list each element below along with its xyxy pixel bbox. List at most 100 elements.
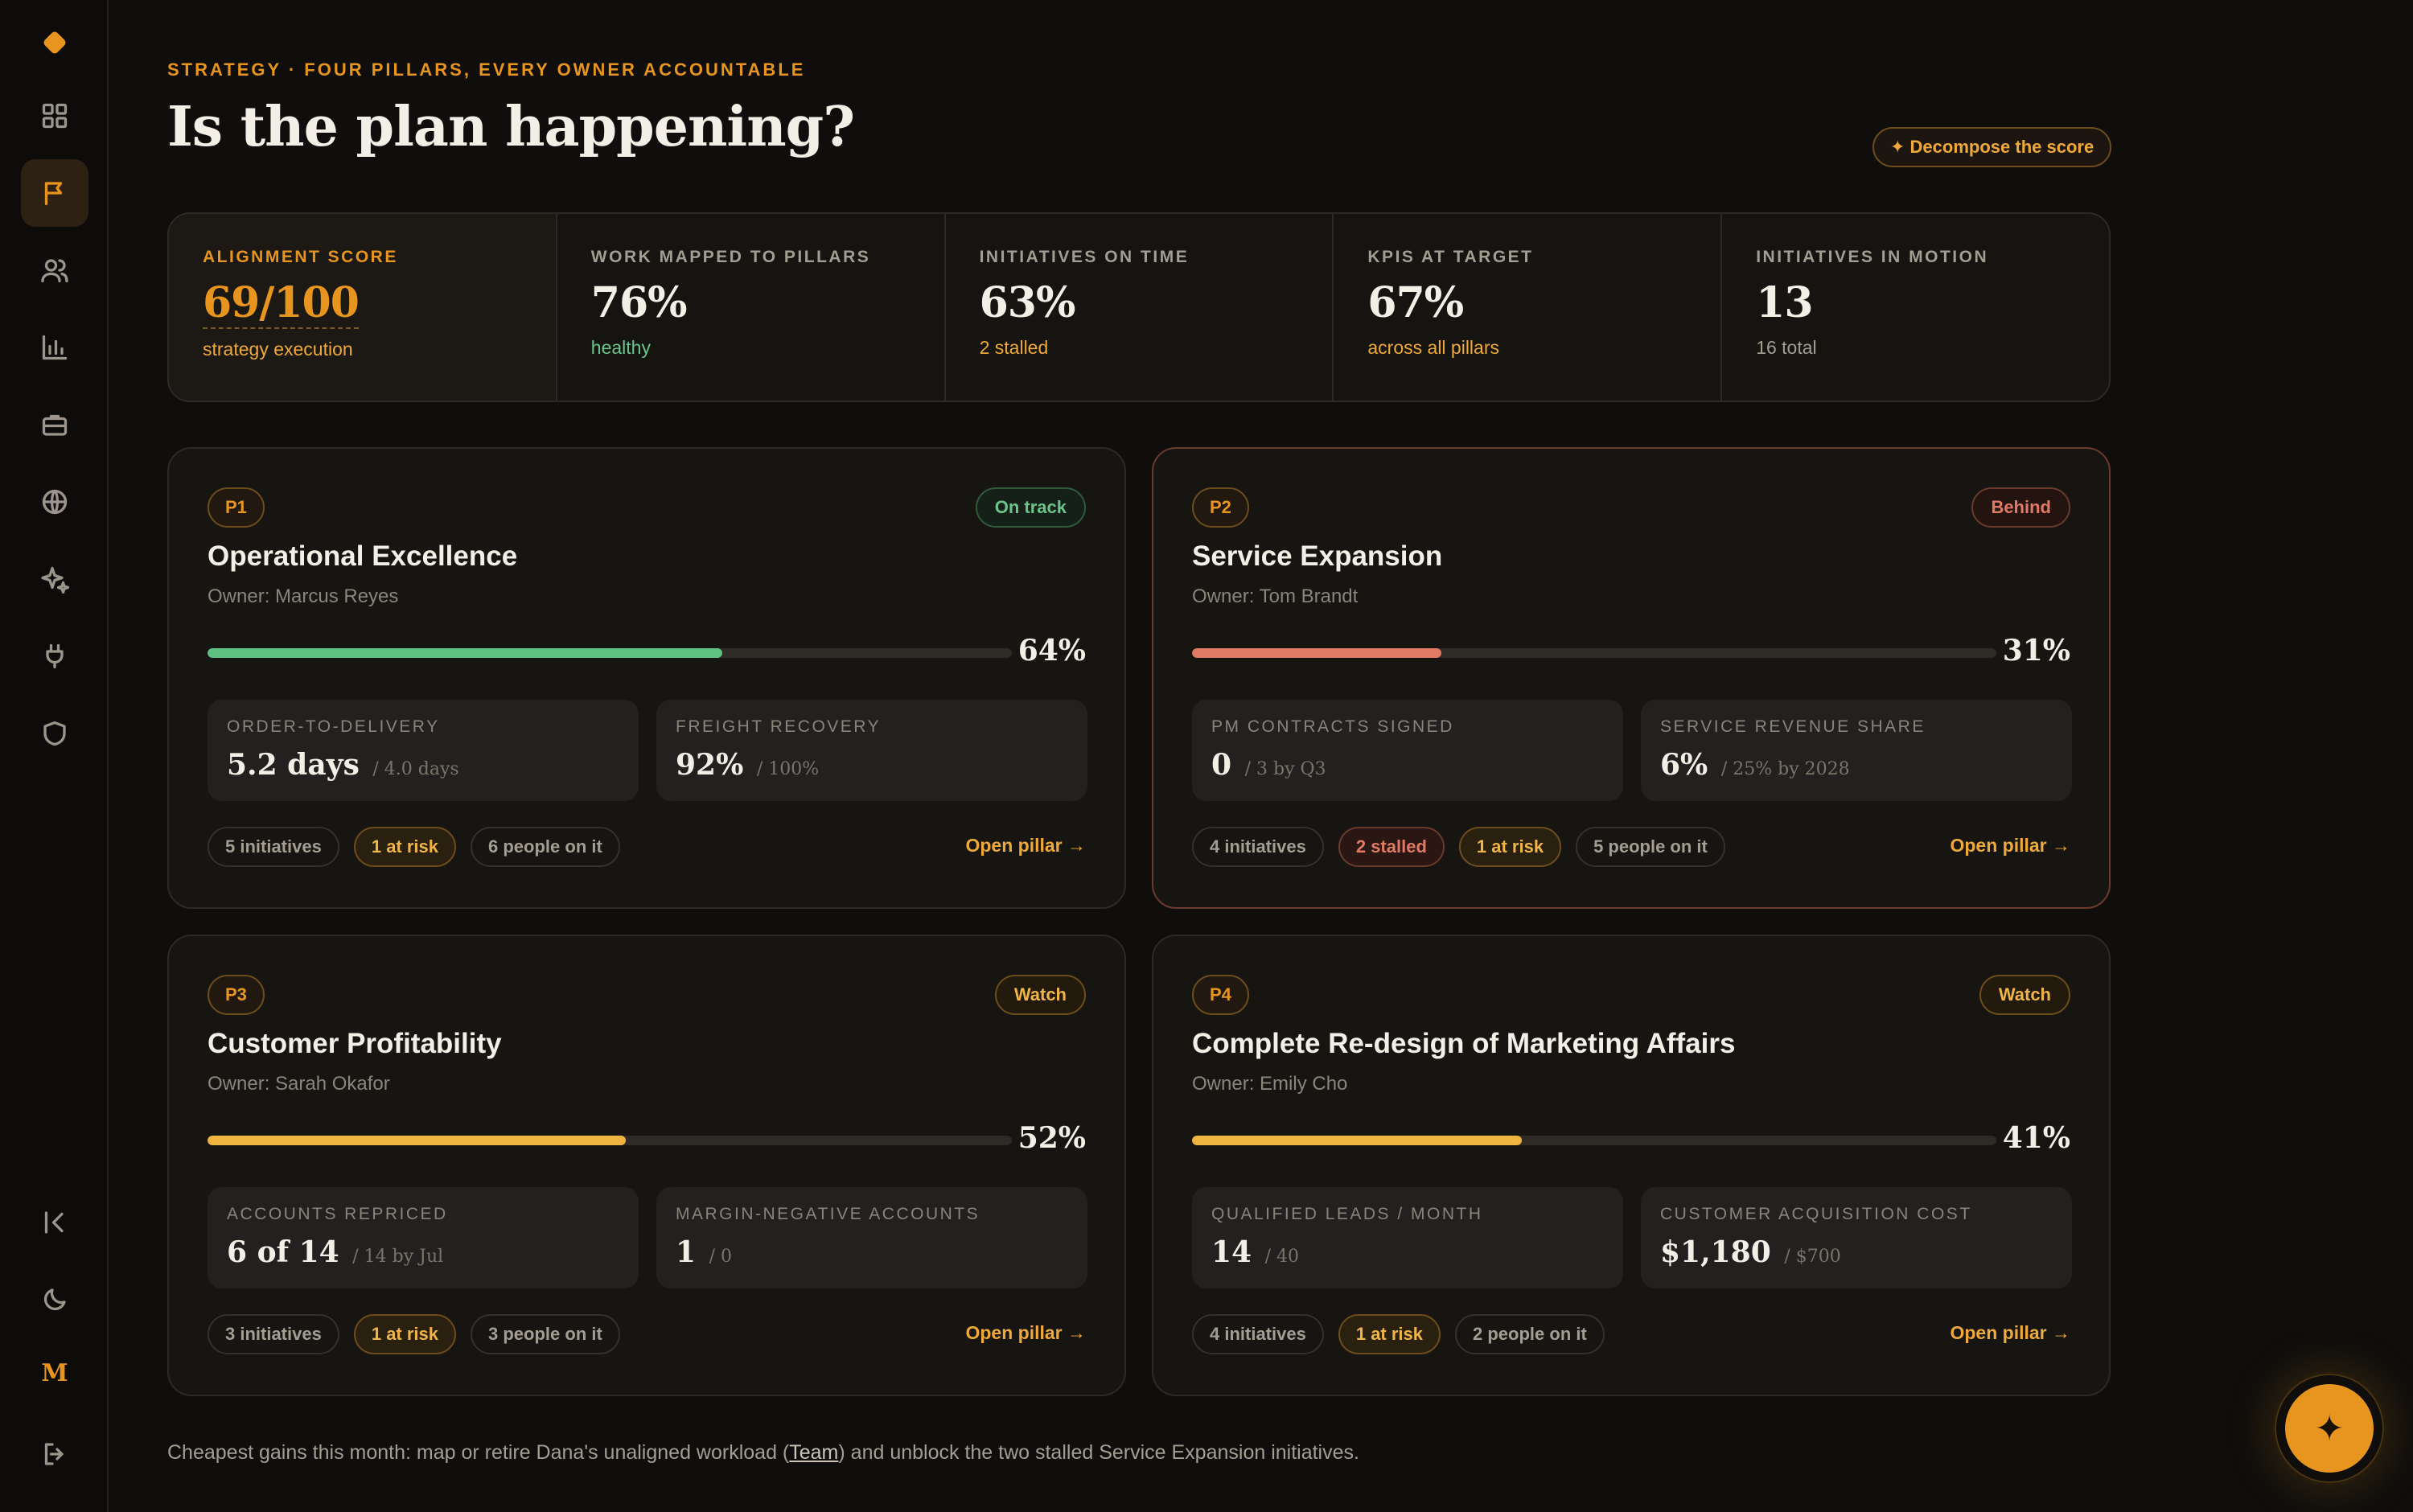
metric-current: 92% [676, 748, 744, 782]
team-link[interactable]: Team [789, 1441, 839, 1464]
progress-percent: 31% [2002, 634, 2070, 668]
people-chip[interactable]: 5 people on it [1576, 827, 1725, 867]
briefcase-icon [42, 414, 68, 436]
pillar-id-badge: P3 [208, 975, 265, 1015]
metric-tile: MARGIN-NEGATIVE ACCOUNTS 1 / 0 [656, 1187, 1087, 1288]
theme-toggle-button[interactable] [21, 1266, 88, 1333]
sidebar-item-team[interactable] [21, 236, 88, 304]
people-chip[interactable]: 6 people on it [471, 827, 620, 867]
pillar-card-p2[interactable]: P2 Behind Service Expansion Owner: Tom B… [1152, 447, 2111, 909]
kpi-alignment-score[interactable]: ALIGNMENT SCORE 69/100 strategy executio… [169, 214, 557, 401]
open-pillar-link[interactable]: Open pillar → [965, 835, 1086, 856]
kpi-label: WORK MAPPED TO PILLARS [590, 248, 871, 266]
sidebar-item-analytics[interactable] [21, 314, 88, 381]
at-risk-chip[interactable]: 1 at risk [353, 1314, 457, 1354]
metric-tile: ORDER-TO-DELIVERY 5.2 days / 4.0 days [208, 700, 639, 801]
status-badge: Watch [994, 975, 1086, 1015]
sidebar-item-integrations[interactable] [21, 622, 88, 690]
sidebar-item-portfolio[interactable] [21, 391, 88, 458]
plug-icon [46, 643, 64, 669]
pillar-card-p1[interactable]: P1 On track Operational Excellence Owner… [167, 447, 1126, 909]
collapse-icon [44, 1211, 64, 1234]
grid-icon [42, 103, 68, 129]
at-risk-chip[interactable]: 1 at risk [1458, 827, 1562, 867]
kpi-sub: across all pillars [1367, 337, 1499, 358]
metric-tile: SERVICE REVENUE SHARE 6% / 25% by 2028 [1641, 700, 2072, 801]
open-pillar-link[interactable]: Open pillar → [1950, 835, 2070, 856]
pillar-owner: Owner: Tom Brandt [1192, 585, 1359, 607]
chip-row: 4 initiatives 2 stalled 1 at risk 5 peop… [1192, 827, 1725, 867]
assistant-fab-button[interactable]: ✦ [2285, 1384, 2374, 1473]
metric-target: / 0 [709, 1247, 733, 1267]
at-risk-chip[interactable]: 1 at risk [353, 827, 457, 867]
open-pillar-link[interactable]: Open pillar → [965, 1322, 1086, 1343]
pillar-name: Service Expansion [1192, 540, 1443, 572]
metric-label: ORDER-TO-DELIVERY [227, 717, 440, 736]
sidebar-item-security[interactable] [21, 700, 88, 767]
metric-target: / $700 [1784, 1247, 1841, 1267]
sparkles-icon [41, 566, 69, 594]
metric-target: / 40 [1264, 1247, 1300, 1267]
metric-current: $1,180 [1660, 1235, 1771, 1269]
initiatives-chip[interactable]: 4 initiatives [1192, 827, 1324, 867]
pillar-name: Customer Profitability [208, 1028, 502, 1059]
metric-target: / 14 by Jul [352, 1247, 444, 1267]
sidebar-item-ai[interactable] [21, 545, 88, 613]
metric-label: ACCOUNTS REPRICED [227, 1205, 448, 1223]
metric-current: 1 [676, 1235, 697, 1269]
pillar-name: Operational Excellence [208, 540, 518, 572]
logo-icon[interactable] [40, 28, 69, 57]
open-pillar-link[interactable]: Open pillar → [1950, 1322, 2070, 1343]
kpi-sub: 16 total [1756, 337, 1817, 358]
metric-current: 14 [1211, 1235, 1252, 1269]
globe-icon [42, 489, 68, 515]
metric-label: CUSTOMER ACQUISITION COST [1660, 1205, 1972, 1223]
kpi-value: 67% [1367, 278, 1464, 327]
kpi-label: KPIS AT TARGET [1367, 248, 1534, 266]
kpi-strip: ALIGNMENT SCORE 69/100 strategy executio… [167, 212, 2111, 402]
kpi-initiatives-on-time: INITIATIVES ON TIME 63% 2 stalled [946, 214, 1334, 401]
logout-button[interactable] [21, 1420, 88, 1488]
metric-value: 92% / 100% [676, 748, 1087, 782]
progress-percent: 52% [1017, 1121, 1086, 1155]
logout-icon [44, 1443, 64, 1465]
workspace-avatar[interactable]: M [41, 1359, 68, 1387]
kpi-label: ALIGNMENT SCORE [203, 248, 398, 266]
at-risk-chip[interactable]: 1 at risk [1338, 1314, 1441, 1354]
status-badge: Watch [1979, 975, 2070, 1015]
page-eyebrow: STRATEGY · FOUR PILLARS, EVERY OWNER ACC… [167, 60, 806, 80]
chip-row: 5 initiatives 1 at risk 6 people on it [208, 827, 620, 867]
metric-tile: FREIGHT RECOVERY 92% / 100% [656, 700, 1087, 801]
progress-percent: 41% [2002, 1121, 2070, 1155]
chip-row: 3 initiatives 1 at risk 3 people on it [208, 1314, 620, 1354]
moon-icon [43, 1288, 66, 1311]
kpi-work-mapped: WORK MAPPED TO PILLARS 76% healthy [557, 214, 946, 401]
sidebar-item-dashboard[interactable] [21, 82, 88, 150]
sidebar-item-markets[interactable] [21, 468, 88, 536]
metric-value: $1,180 / $700 [1660, 1235, 2072, 1269]
metric-value: 6% / 25% by 2028 [1660, 748, 2072, 782]
bar-chart-icon [42, 335, 68, 360]
metric-label: PM CONTRACTS SIGNED [1211, 717, 1454, 736]
kpi-initiatives-in-motion: INITIATIVES IN MOTION 13 16 total [1722, 214, 2109, 401]
kpi-sub: 2 stalled [979, 337, 1049, 358]
metric-current: 5.2 days [227, 748, 360, 782]
people-chip[interactable]: 3 people on it [471, 1314, 620, 1354]
stalled-chip[interactable]: 2 stalled [1338, 827, 1445, 867]
metric-label: QUALIFIED LEADS / MONTH [1211, 1205, 1483, 1223]
metric-current: 6 of 14 [227, 1235, 339, 1269]
sidebar-item-strategy[interactable] [21, 159, 88, 227]
people-chip[interactable]: 2 people on it [1455, 1314, 1605, 1354]
pillar-card-p4[interactable]: P4 Watch Complete Re-design of Marketing… [1152, 935, 2111, 1396]
initiatives-chip[interactable]: 5 initiatives [208, 827, 339, 867]
initiatives-chip[interactable]: 4 initiatives [1192, 1314, 1324, 1354]
users-icon [41, 259, 68, 283]
pillar-name: Complete Re-design of Marketing Affairs [1192, 1028, 1736, 1059]
kpi-value: 76% [590, 278, 688, 327]
page-title: Is the plan happening? [167, 95, 855, 159]
initiatives-chip[interactable]: 3 initiatives [208, 1314, 339, 1354]
pillar-card-p3[interactable]: P3 Watch Customer Profitability Owner: S… [167, 935, 1126, 1396]
kpi-value: 13 [1756, 278, 1813, 327]
collapse-sidebar-button[interactable] [21, 1189, 88, 1256]
decompose-score-button[interactable]: ✦ Decompose the score [1872, 127, 2112, 167]
